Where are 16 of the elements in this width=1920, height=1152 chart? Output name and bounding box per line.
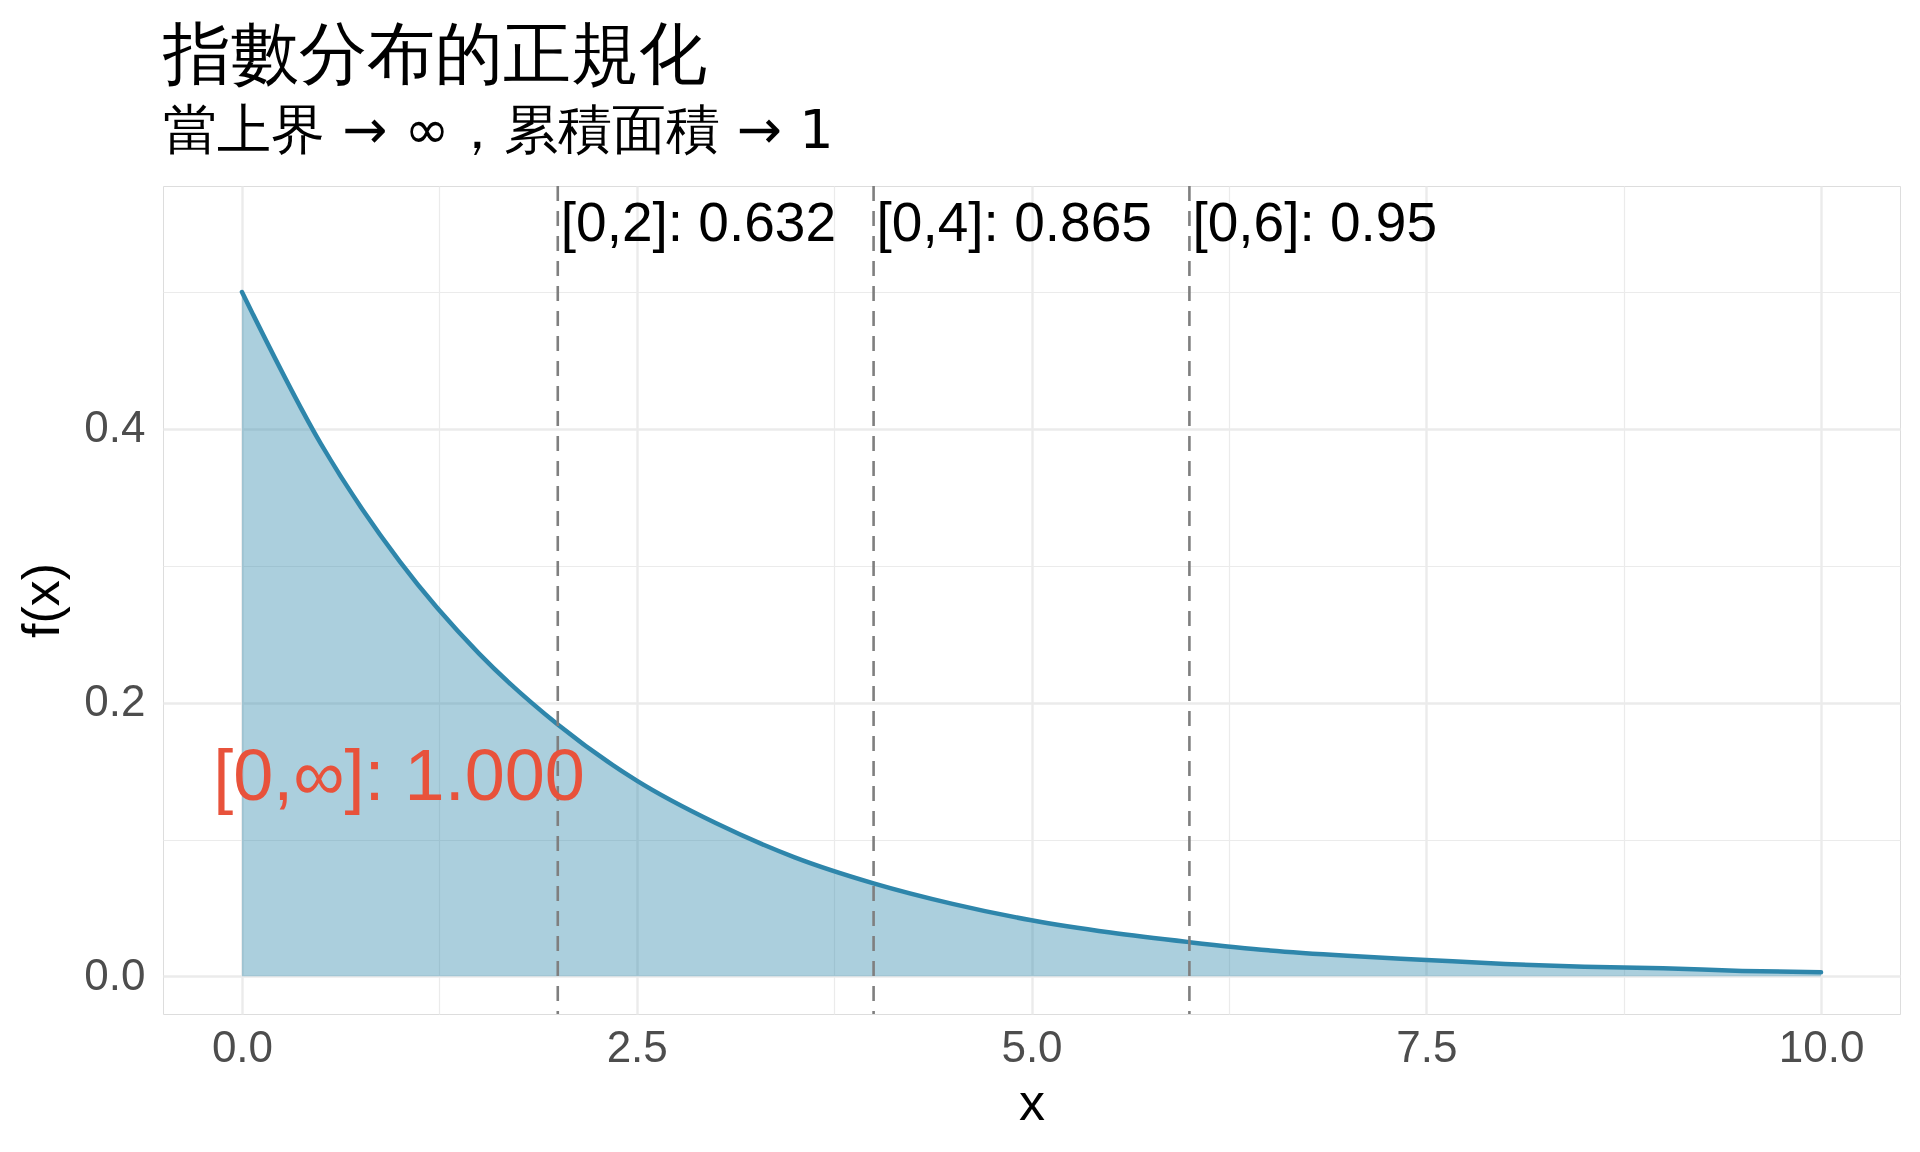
x-tick-label: 0.0 bbox=[211, 1021, 274, 1071]
annotation: [0,4]: 0.865 bbox=[876, 190, 1152, 253]
x-tick-label: 10.0 bbox=[1778, 1021, 1865, 1071]
x-tick-label: 5.0 bbox=[1001, 1021, 1063, 1071]
chart-title: 指數分布的正規化 bbox=[162, 13, 707, 93]
x-tick-label: 7.5 bbox=[1396, 1021, 1458, 1071]
annotation: [0,∞]: 1.000 bbox=[213, 735, 585, 815]
y-tick-label: 0.0 bbox=[84, 949, 146, 999]
annotation: [0,2]: 0.632 bbox=[560, 190, 836, 253]
x-tick-label: 2.5 bbox=[606, 1021, 668, 1071]
y-tick-label: 0.4 bbox=[84, 402, 146, 452]
annotation: [0,6]: 0.95 bbox=[1192, 190, 1438, 253]
y-tick-label: 0.2 bbox=[84, 676, 146, 726]
y-axis-title: f(x) bbox=[12, 562, 71, 639]
chart-subtitle: 當上界 → ∞，累積面積 → 1 bbox=[163, 97, 834, 161]
x-axis-title: x bbox=[1019, 1072, 1045, 1131]
